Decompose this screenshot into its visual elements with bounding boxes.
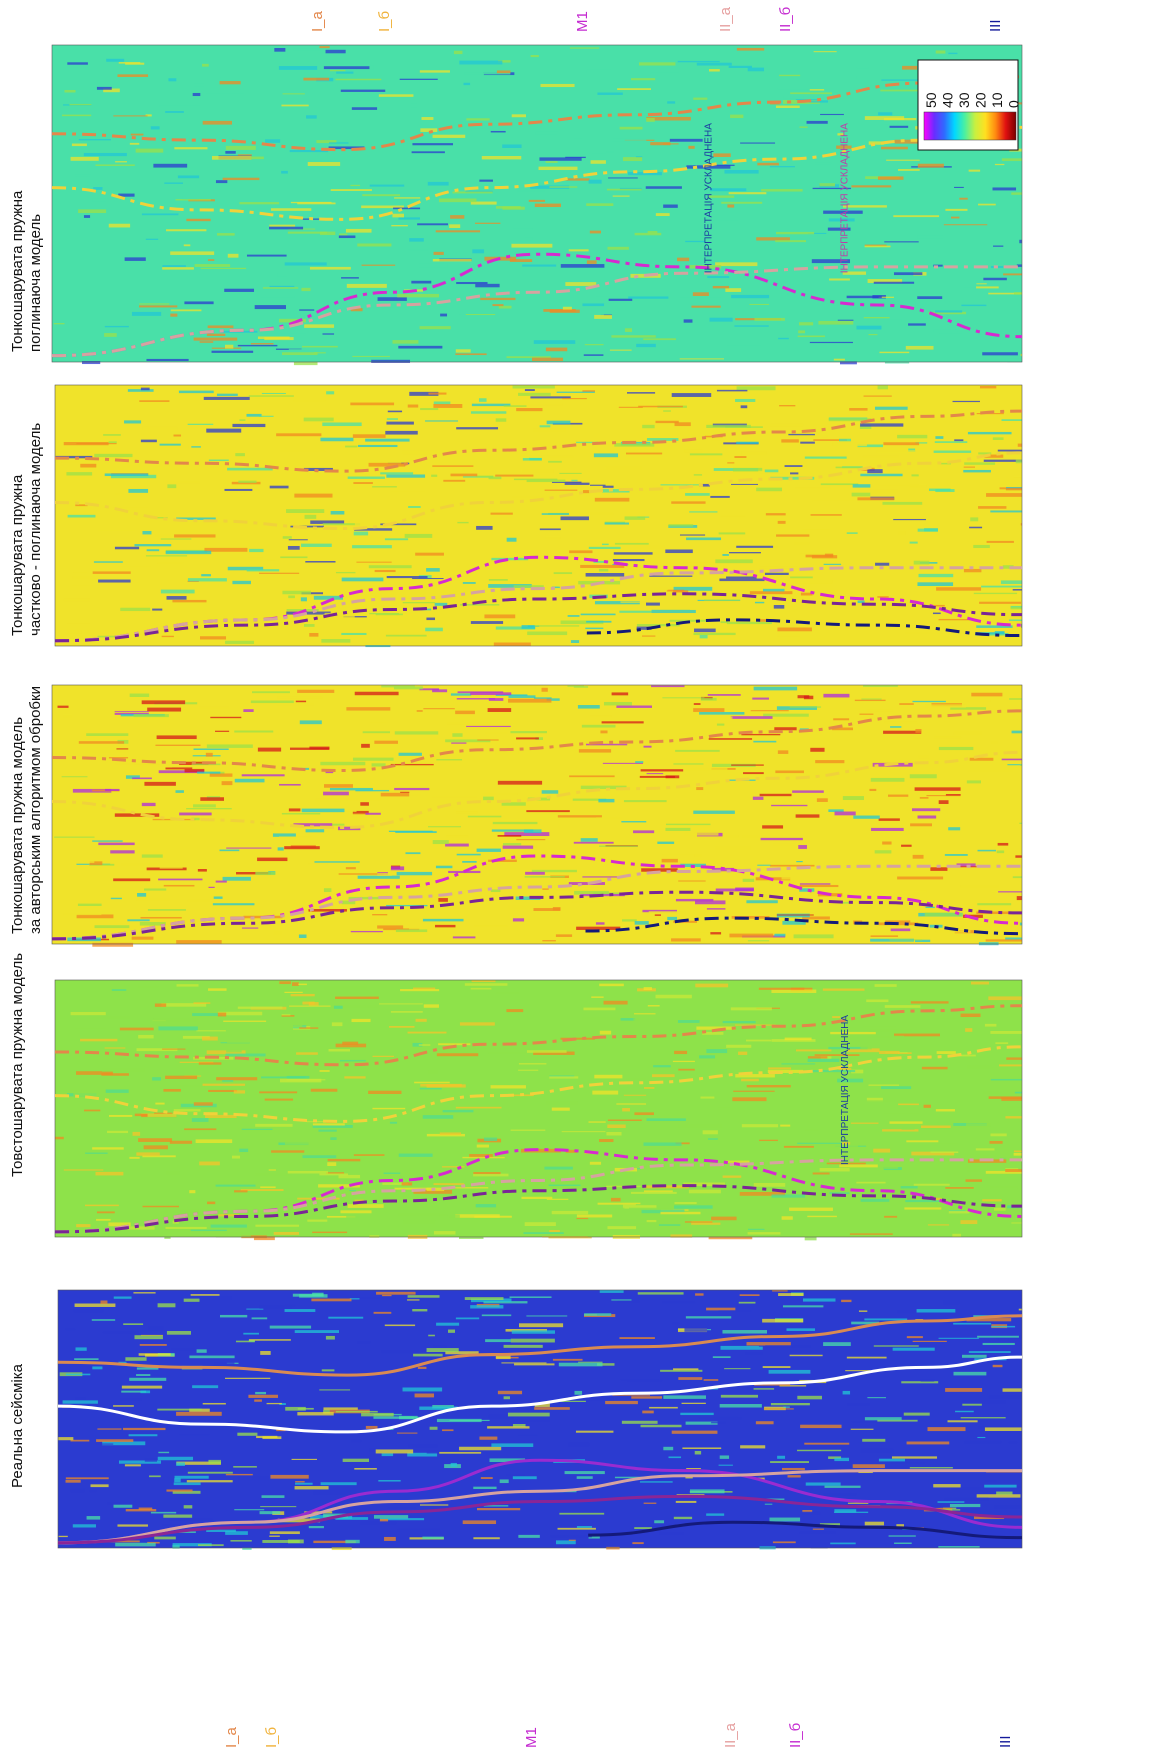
horizon-label-right: M1 <box>574 11 591 32</box>
horizon-line <box>54 1004 1023 1067</box>
horizon-label-left: I_а <box>223 1726 240 1748</box>
colorbar-tick-label: 50 <box>923 92 939 108</box>
horizon-line <box>588 1520 1023 1540</box>
seismic-section-thin-absorb <box>51 44 1023 366</box>
panel-thin-author: Тонкошарувата пружна модель за авторським… <box>9 684 1023 947</box>
horizon-line <box>51 709 1023 772</box>
horizon-line <box>54 566 1022 643</box>
interpretation-note: ІНТЕРПРЕТАЦІЯ УСКЛАДНЕНА <box>840 1015 851 1165</box>
colorbar-tick-label: 0 <box>1006 100 1022 108</box>
panel-title: Тонкошарувата пружна <box>9 474 26 636</box>
horizon-line <box>586 618 1023 638</box>
horizon-line <box>57 1494 1023 1545</box>
horizon-line <box>51 265 1022 358</box>
seismic-section-thin-partial <box>54 384 1023 648</box>
horizon-line <box>51 750 1023 829</box>
panel-title: Тонкошарувата пружна модель <box>9 717 26 934</box>
horizon-line <box>54 592 1023 643</box>
colorbar-legend: 50 40 30 20 10 0 <box>917 59 1022 151</box>
interpretation-note: ІНТЕРПРЕТАЦІЯ УСКЛАДНЕНА <box>839 123 850 273</box>
horizon-line <box>54 1148 1023 1234</box>
horizon-line <box>51 75 1023 152</box>
horizon-line <box>51 252 1023 358</box>
panel-title: за авторським алгоритмом обробки <box>27 686 44 934</box>
horizon-line <box>54 1045 1023 1123</box>
horizon-label-left: III <box>997 1735 1014 1748</box>
colorbar-tick-label: 40 <box>940 92 956 108</box>
horizon-line <box>51 890 1023 941</box>
horizon-label-left: II_б <box>787 1723 804 1748</box>
panel-real: Реальна сейсміка <box>9 1289 1023 1551</box>
horizon-label-right: I_б <box>376 11 393 32</box>
panel-title: Товстошарувата пружна модель <box>9 953 26 1177</box>
colorbar-tick-label: 10 <box>989 92 1005 108</box>
horizon-label-left: I_б <box>263 1727 280 1748</box>
horizon-label-left: M1 <box>523 1727 540 1748</box>
panel-title: поглинаюча модель <box>27 214 44 352</box>
horizon-line <box>57 1314 1023 1377</box>
seismic-section-real <box>57 1289 1023 1551</box>
horizon-line <box>585 916 1023 936</box>
horizon-line <box>57 1355 1023 1434</box>
horizon-line <box>54 451 1023 531</box>
horizon-line <box>54 1158 1022 1234</box>
horizon-label-right: I_а <box>309 10 326 32</box>
panel-title: Реальна сейсміка <box>9 1363 26 1488</box>
interpretation-note: ІНТЕРПРЕТАЦІЯ УСКЛАДНЕНА <box>704 123 715 273</box>
horizon-line <box>51 125 1023 221</box>
horizon-label-left: II_а <box>722 1722 739 1748</box>
panel-thick: Товстошарувата пружна модель ІНТЕРПРЕТАЦІ… <box>9 953 1023 1241</box>
panel-title: частково - поглинаюча модель <box>27 423 44 636</box>
panel-thin-absorb: Тонкошарувата пружна поглинаюча модель ІНТ… <box>9 44 1023 366</box>
horizon-label-right: II_б <box>777 7 794 32</box>
horizon-line <box>54 409 1023 473</box>
panel-thin-partial: Тонкошарувата пружна частково - поглинаюч… <box>9 384 1023 648</box>
seismic-section-thick <box>54 979 1023 1241</box>
seismic-section-thin-author <box>51 684 1023 947</box>
horizon-line <box>57 1469 1022 1545</box>
colorbar-gradient <box>923 111 1017 141</box>
horizon-line <box>51 864 1022 941</box>
colorbar-tick-label: 20 <box>973 92 989 108</box>
horizon-line <box>54 1184 1023 1234</box>
horizon-label-right: III <box>987 19 1004 32</box>
colorbar-tick-label: 30 <box>956 92 972 108</box>
horizon-label-right: II_а <box>717 6 734 32</box>
panel-title: Тонкошарувата пружна <box>9 190 26 352</box>
